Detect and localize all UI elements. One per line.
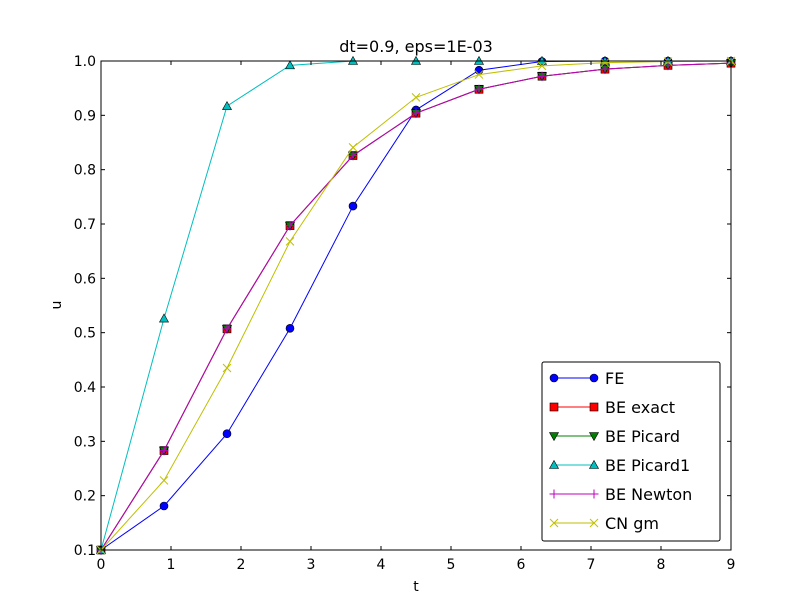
series-cn-gm bbox=[96, 56, 736, 555]
plot-area bbox=[95, 55, 737, 556]
legend-label: BE exact bbox=[605, 398, 675, 417]
x-tick-label: 0 bbox=[97, 557, 106, 573]
legend-entry: BE Picard1 bbox=[548, 456, 690, 475]
legend: FE BE exact BE Picard BE Picard1 BE Newton CN… bbox=[541, 361, 721, 542]
data-point bbox=[537, 61, 547, 71]
data-point bbox=[474, 84, 484, 94]
data-point bbox=[222, 363, 232, 373]
data-point bbox=[411, 93, 421, 102]
legend-marker bbox=[549, 518, 559, 528]
legend-marker bbox=[548, 432, 560, 442]
data-point bbox=[221, 100, 233, 110]
x-tick-label: 6 bbox=[517, 557, 526, 573]
data-point bbox=[158, 313, 170, 323]
y-tick-label: 0.1 bbox=[74, 543, 96, 559]
legend-entry: CN gm bbox=[549, 514, 659, 533]
y-tick-label: 0.2 bbox=[74, 489, 96, 505]
data-point bbox=[159, 501, 169, 511]
plot-frame bbox=[100, 60, 732, 551]
x-tick-label: 9 bbox=[727, 557, 736, 573]
legend-entry: BE exact bbox=[549, 398, 675, 417]
y-tick-label: 0.5 bbox=[74, 326, 96, 342]
data-point bbox=[474, 65, 484, 75]
legend-marker bbox=[588, 459, 600, 469]
y-tick-label: 0.4 bbox=[74, 380, 96, 396]
axis-ticks: 0 1 2 3 4 5 6 7 8 9 0.1 0.2 0.3 0.4 0.5 0.6 0.7 0.8 0.9 1.0 bbox=[74, 54, 736, 573]
y-tick-label: 0.8 bbox=[74, 163, 96, 179]
data-point bbox=[348, 151, 358, 161]
x-tick-label: 2 bbox=[237, 557, 246, 573]
data-point bbox=[284, 60, 296, 70]
data-point bbox=[663, 57, 673, 66]
x-axis-label: t bbox=[413, 579, 419, 595]
y-tick-label: 0.6 bbox=[74, 271, 96, 287]
legend-marker bbox=[589, 402, 599, 412]
x-tick-label: 5 bbox=[447, 557, 456, 573]
y-tick-label: 1.0 bbox=[74, 54, 96, 70]
legend-label: BE Picard1 bbox=[605, 456, 690, 475]
legend-entry: BE Newton bbox=[549, 485, 692, 504]
y-tick-label: 0.7 bbox=[74, 217, 96, 233]
x-tick-label: 3 bbox=[307, 557, 316, 573]
legend-marker bbox=[589, 373, 599, 383]
legend-label: CN gm bbox=[605, 514, 659, 533]
legend-marker bbox=[588, 432, 600, 442]
data-point bbox=[600, 64, 610, 74]
legend-marker bbox=[589, 518, 599, 528]
data-point bbox=[474, 70, 484, 79]
data-point bbox=[285, 221, 295, 231]
data-point bbox=[159, 476, 169, 485]
y-tick-label: 0.9 bbox=[74, 108, 96, 124]
legend-marker bbox=[549, 402, 559, 412]
data-point bbox=[285, 324, 295, 333]
series-be-newton bbox=[96, 58, 736, 555]
legend-label: BE Newton bbox=[605, 485, 692, 504]
data-point bbox=[348, 201, 358, 211]
legend-marker bbox=[549, 373, 559, 383]
data-point bbox=[348, 143, 358, 152]
data-point bbox=[159, 446, 169, 456]
legend-marker bbox=[589, 489, 599, 499]
legend-marker bbox=[548, 459, 560, 469]
y-tick-label: 0.3 bbox=[74, 434, 96, 450]
data-point bbox=[537, 71, 547, 81]
data-point bbox=[600, 58, 610, 67]
x-tick-label: 4 bbox=[377, 557, 386, 573]
legend-label: BE Picard bbox=[605, 427, 680, 446]
chart-title: dt=0.9, eps=1E-03 bbox=[339, 37, 493, 56]
y-axis-label: u bbox=[49, 301, 65, 310]
data-point bbox=[663, 60, 673, 70]
legend-entry: FE bbox=[549, 369, 624, 388]
data-point bbox=[411, 108, 421, 118]
x-tick-label: 7 bbox=[587, 557, 596, 573]
x-tick-label: 8 bbox=[657, 557, 666, 573]
x-tick-label: 1 bbox=[167, 557, 176, 573]
data-point bbox=[222, 429, 232, 439]
legend-entry: BE Picard bbox=[548, 427, 680, 446]
legend-marker bbox=[549, 489, 559, 499]
legend-label: FE bbox=[605, 369, 624, 388]
data-point bbox=[285, 237, 295, 246]
data-point bbox=[222, 324, 232, 334]
